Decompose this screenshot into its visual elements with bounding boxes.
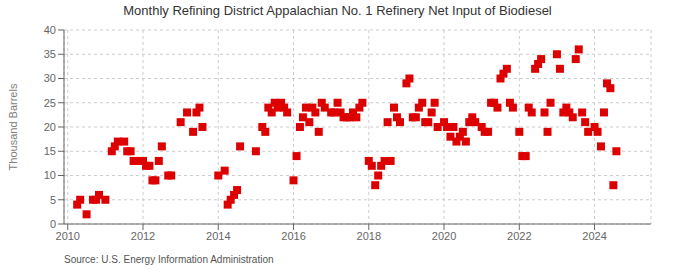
html-text:Source: U.S. Energy Informatio: Source: U.S. Energy Information Administ… <box>64 254 274 265</box>
svg-text:2020: 2020 <box>432 230 456 242</box>
svg-text:2018: 2018 <box>357 230 381 242</box>
svg-text:35: 35 <box>44 48 56 60</box>
svg-text:40: 40 <box>44 24 56 36</box>
svg-text:0: 0 <box>50 218 56 230</box>
svg-text:2010: 2010 <box>56 230 80 242</box>
svg-text:Thousand Barrels: Thousand Barrels <box>8 83 19 170</box>
svg-text:2016: 2016 <box>281 230 305 242</box>
html-text:Monthly Refining District Appa: Monthly Refining District Appalachian No… <box>123 3 552 18</box>
svg-text:30: 30 <box>44 72 56 84</box>
svg-text:2022: 2022 <box>507 230 531 242</box>
svg-text:5: 5 <box>50 194 56 206</box>
svg-text:20: 20 <box>44 121 56 133</box>
svg-text:15: 15 <box>44 145 56 157</box>
svg-text:25: 25 <box>44 97 56 109</box>
svg-text:2024: 2024 <box>582 230 606 242</box>
svg-text:2014: 2014 <box>206 230 230 242</box>
svg-text:2012: 2012 <box>131 230 155 242</box>
svg-text:10: 10 <box>44 169 56 181</box>
